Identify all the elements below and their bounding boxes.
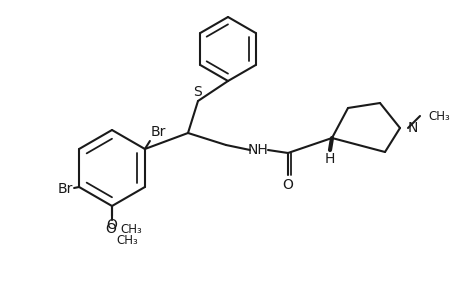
Text: CH₃: CH₃ — [120, 223, 141, 236]
Text: O: O — [282, 178, 293, 192]
Text: H: H — [324, 152, 335, 166]
Text: N: N — [407, 121, 418, 135]
Text: O: O — [105, 222, 116, 236]
Text: CH₃: CH₃ — [427, 110, 449, 122]
Text: O: O — [106, 218, 117, 232]
Text: NH: NH — [247, 143, 268, 157]
Text: S: S — [193, 85, 202, 99]
Text: Br: Br — [57, 182, 73, 196]
Text: Br: Br — [151, 125, 166, 139]
Text: CH₃: CH₃ — [116, 234, 137, 247]
